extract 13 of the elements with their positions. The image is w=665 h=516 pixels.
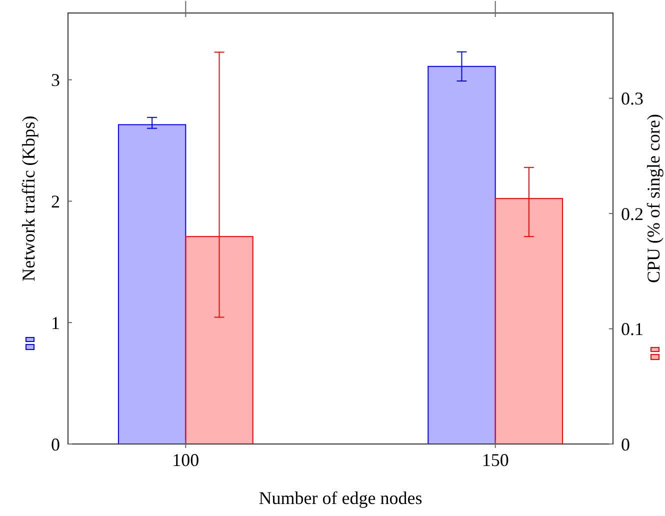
x-tick-label: 150	[482, 450, 509, 470]
y2-tick-label: 0	[621, 434, 630, 454]
y2-tick-label: 0.1	[621, 319, 644, 340]
y-tick-label: 3	[51, 70, 60, 90]
y2-tick-label: 0.2	[621, 204, 644, 224]
y2-axis-title: CPU (% of single core)	[643, 114, 664, 283]
x-axis-title: Number of edge nodes	[258, 488, 422, 508]
y-tick-label: 0	[51, 434, 60, 454]
y2-tick-label: 0.3	[621, 88, 644, 109]
y-tick-label: 1	[51, 312, 60, 333]
x-tick-label: 100	[172, 450, 200, 470]
y-tick-label: 2	[51, 191, 60, 212]
y-axis-title: Network traffic (Kbps)	[18, 116, 38, 282]
